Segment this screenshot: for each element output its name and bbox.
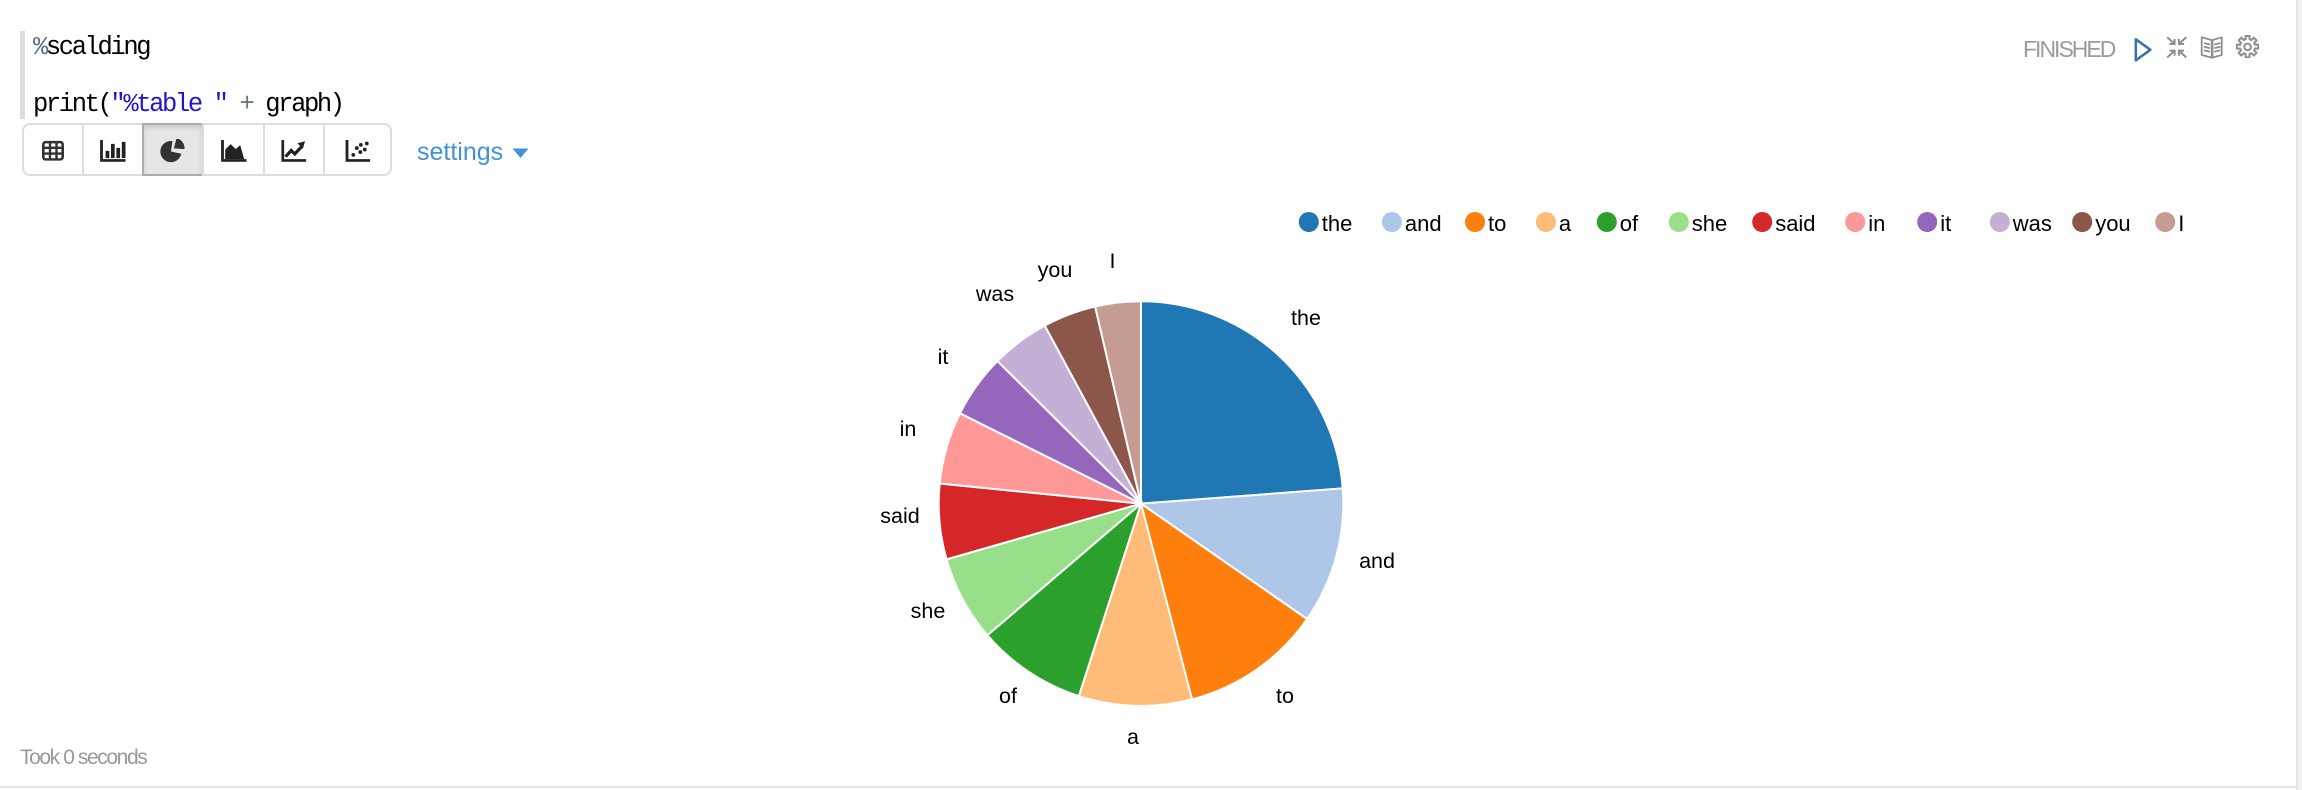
svg-text:she: she	[1692, 211, 1727, 236]
svg-text:she: she	[911, 599, 946, 623]
svg-text:in: in	[1868, 211, 1885, 236]
svg-text:was: was	[2012, 211, 2052, 236]
svg-text:was: was	[975, 282, 1014, 306]
svg-text:to: to	[1488, 211, 1506, 236]
svg-text:you: you	[2095, 211, 2130, 236]
svg-text:the: the	[1291, 306, 1321, 330]
svg-text:I: I	[2178, 211, 2184, 236]
svg-text:the: the	[1322, 211, 1353, 236]
svg-text:and: and	[1405, 211, 1442, 236]
svg-text:I: I	[1110, 249, 1116, 273]
svg-text:in: in	[900, 417, 917, 441]
svg-text:you: you	[1038, 258, 1073, 282]
svg-text:a: a	[1127, 725, 1139, 749]
svg-text:a: a	[1559, 211, 1572, 236]
svg-text:it: it	[938, 345, 949, 369]
svg-text:and: and	[1359, 549, 1395, 573]
svg-text:said: said	[880, 504, 919, 528]
svg-text:said: said	[1775, 211, 1815, 236]
svg-text:of: of	[1620, 211, 1639, 236]
svg-text:to: to	[1276, 684, 1294, 708]
svg-text:of: of	[999, 684, 1017, 708]
svg-text:it: it	[1940, 211, 1951, 236]
